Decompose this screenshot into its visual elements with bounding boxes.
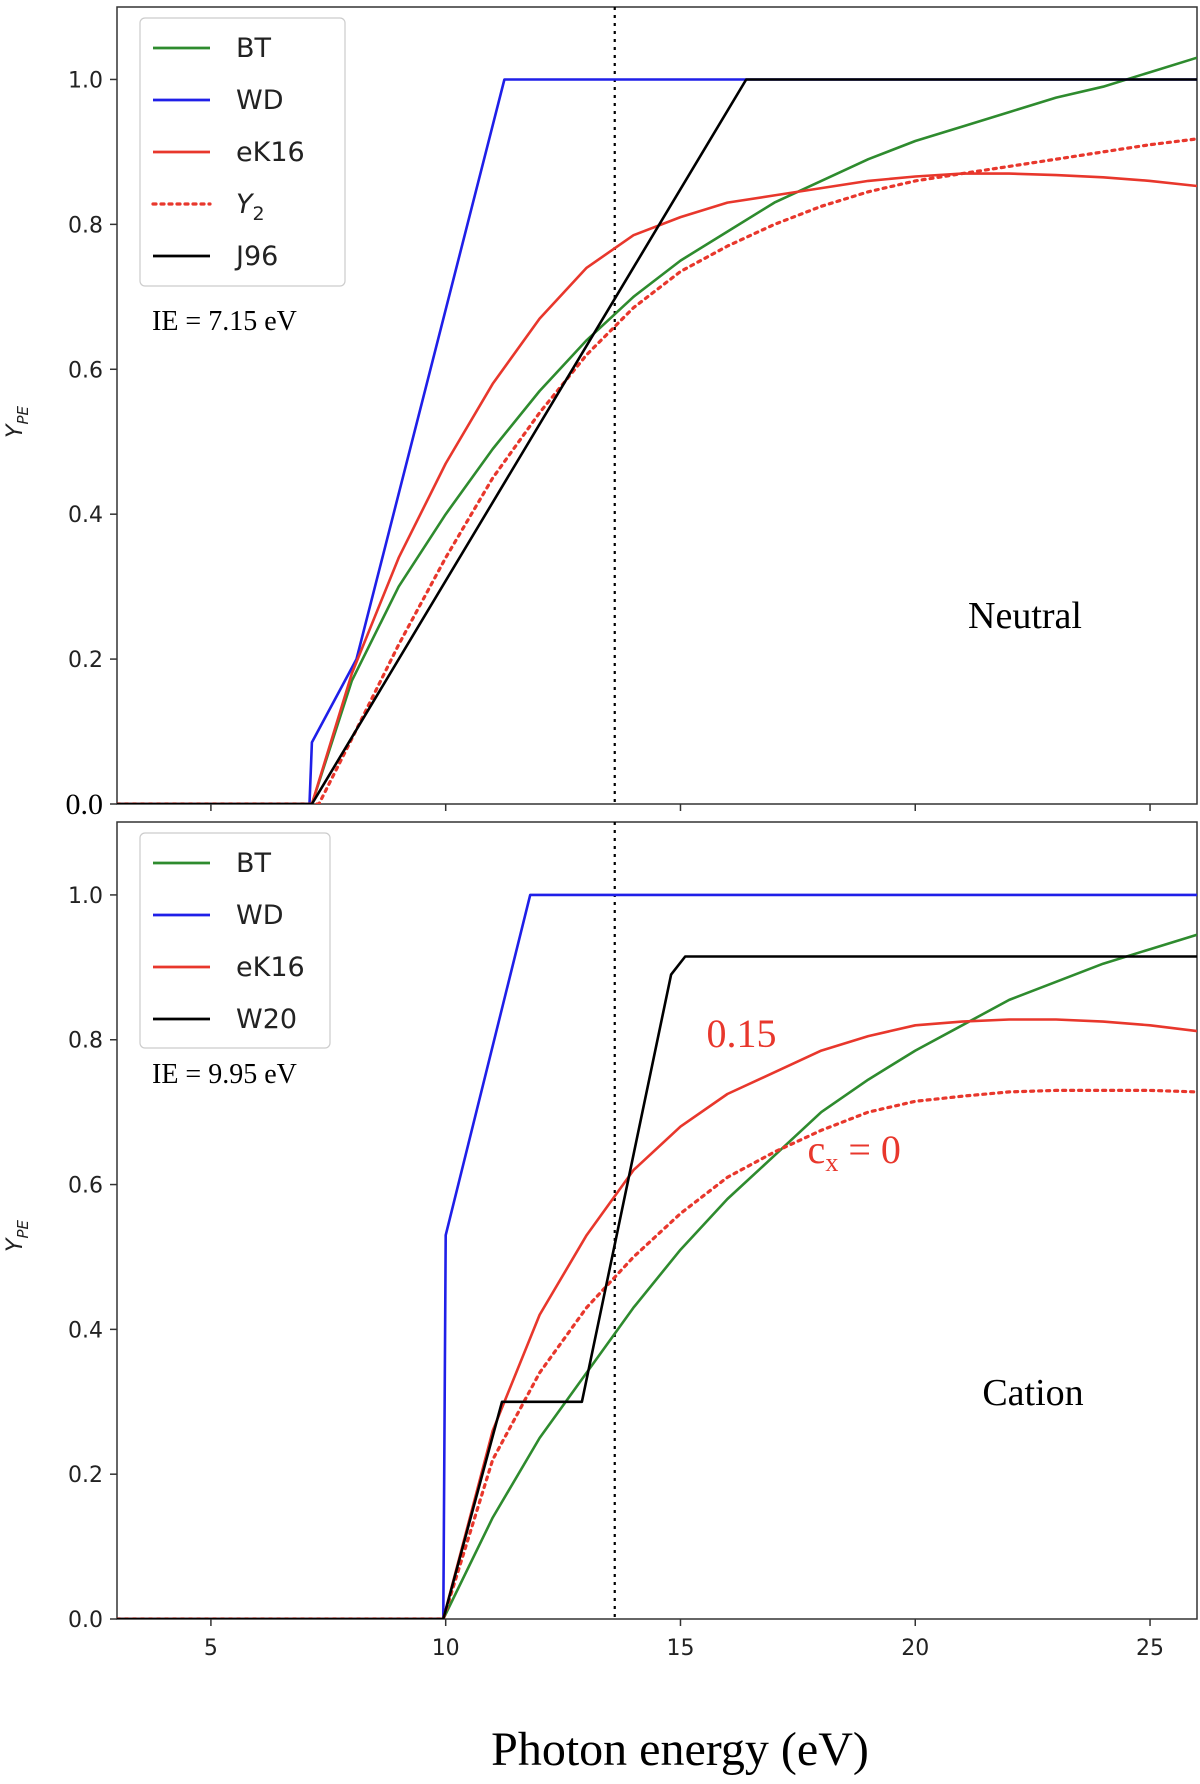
series-group (117, 893, 1197, 1619)
x-tick-label: 10 (432, 1636, 460, 1661)
y-tick-label: 0.0 (68, 1608, 103, 1633)
y-tick-label: 1.0 (68, 68, 103, 93)
series-line-wd (117, 893, 1197, 1619)
plot-frame (116, 6, 1198, 805)
legend-box (139, 17, 346, 287)
legend-label: J96 (234, 241, 278, 272)
panel-annotation: Neutral (968, 595, 1082, 637)
legend-label: W20 (236, 1004, 297, 1035)
y-axis-label: YPE (3, 405, 32, 437)
series-line-bt (117, 56, 1197, 804)
legend: BT WD eK16 W20 (139, 832, 331, 1049)
curve-label: cx = 0 (808, 1127, 901, 1177)
y-tick-label: 0.2 (68, 1463, 103, 1488)
y-tick-label: 0.6 (68, 358, 103, 383)
x-tick-label: 5 (204, 1636, 218, 1661)
series-line-y2 (117, 137, 1197, 804)
x-axis-label: Photon energy (eV) (491, 1723, 869, 1776)
y-tick-label: 0.8 (68, 213, 103, 238)
series-line-y2 (117, 1088, 1197, 1619)
y-tick-label: 0.4 (68, 1318, 103, 1343)
x-tick-label: 15 (666, 1636, 694, 1661)
panel-annotation: Cation (982, 1372, 1083, 1414)
series-line-j96 (117, 78, 1197, 804)
series-line-ek16 (117, 172, 1197, 804)
legend-label: BT (236, 33, 272, 64)
ionization-energy-label: IE = 9.95 eV (152, 1059, 297, 1090)
y-tick-label: 0.4 (68, 503, 103, 528)
plot-frame (116, 821, 1198, 1620)
legend-label: WD (236, 900, 284, 931)
series-line-wd (117, 78, 1197, 804)
y-tick-label: 0.2 (68, 648, 103, 673)
y-axis-label: YPE (3, 1219, 32, 1251)
bottom-panel: 0.0 0.2 0.4 0.6 0.8 1.0 5 10 15 20 25 YPE BT WD eK16 W2… (3, 821, 1198, 1661)
legend: BT WD eK16 Y2 J96 (139, 17, 346, 287)
y-tick-label: 0.6 (68, 1174, 103, 1199)
x-tick-label: 20 (901, 1636, 929, 1661)
series-line-bt (117, 933, 1197, 1619)
legend-label: WD (236, 85, 284, 116)
legend-label: BT (236, 848, 272, 879)
y-tick-label: 1.0 (68, 884, 103, 909)
series-group (117, 56, 1197, 804)
legend-label: eK16 (236, 137, 305, 168)
series-line-w20 (117, 955, 1197, 1619)
x-tick-label: 25 (1136, 1636, 1164, 1661)
y-tick-label: 0.0 (66, 788, 104, 821)
y-tick-label: 0.8 (68, 1029, 103, 1054)
curve-label: 0.15 (707, 1011, 777, 1056)
ionization-energy-label: IE = 7.15 eV (152, 306, 297, 337)
top-panel: 0.0 0.2 0.4 0.6 0.8 1.0 YPE BT WD eK16 Y2 J96 IE = 7… (3, 6, 1198, 821)
series-line-ek16 (117, 1018, 1197, 1619)
legend-box (139, 832, 331, 1049)
legend-label: eK16 (236, 952, 305, 983)
legend-label: Y2 (236, 189, 265, 225)
